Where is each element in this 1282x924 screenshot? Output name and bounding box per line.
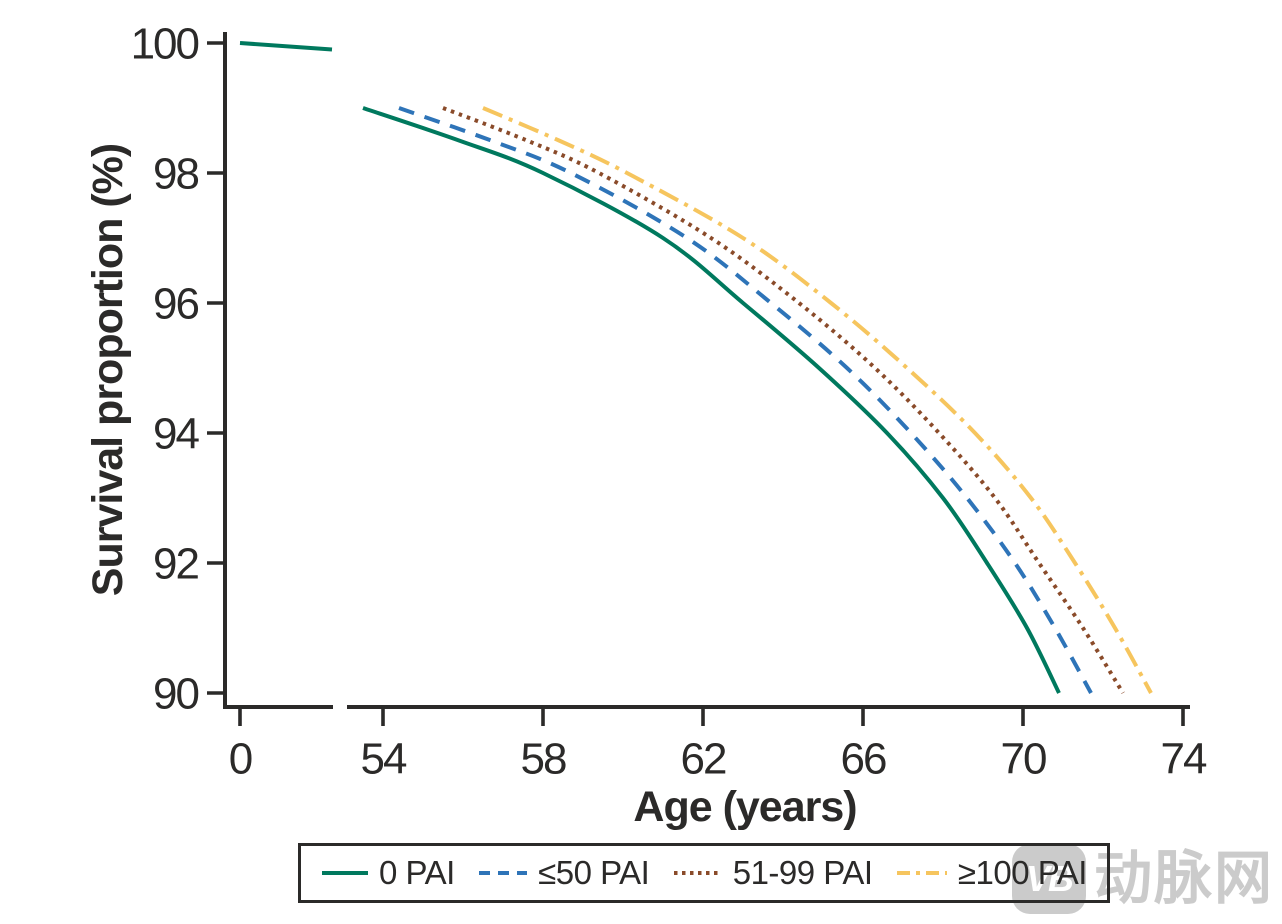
legend-item-le50-pai: ≤50 PAI — [478, 854, 650, 892]
legend-box: 0 PAI ≤50 PAI 51-99 PAI ≥100 PAI — [298, 843, 1110, 903]
curve-series-2 — [442, 106, 1125, 695]
legend-label: ≤50 PAI — [538, 854, 650, 891]
curve-series-0 — [239, 41, 333, 52]
x-tick-label: 0 — [229, 734, 252, 783]
legend-item-0-pai: 0 PAI — [321, 854, 455, 892]
survival-curves — [239, 41, 1153, 695]
curve-series-0 — [362, 106, 1061, 694]
legend-swatch-0-pai-icon — [322, 871, 368, 875]
x-tick-label: 54 — [361, 734, 407, 783]
watermark-text: 动脉网 — [1094, 846, 1275, 911]
legend-swatch-ge100-pai-icon — [896, 871, 947, 875]
x-tick-label: 58 — [521, 734, 566, 783]
x-tick-label: 62 — [681, 734, 726, 783]
legend-label: 0 PAI — [379, 854, 455, 891]
y-tick-label: 96 — [153, 279, 198, 328]
y-tick-label: 98 — [153, 149, 198, 198]
legend-item-51-99-pai: 51-99 PAI — [673, 854, 873, 892]
x-axis-title: Age (years) — [633, 783, 856, 831]
x-tick-label: 66 — [841, 734, 886, 783]
x-tick-label: 74 — [1161, 734, 1207, 783]
y-tick-label: 94 — [153, 409, 199, 458]
watermark-logo-text: VB — [1025, 858, 1074, 899]
x-axis: 0 54 58 62 66 70 74 Age (years) — [223, 705, 1209, 831]
y-axis: 100 98 96 94 92 90 Survival proportion (… — [84, 19, 227, 718]
y-axis-title: Survival proportion (%) — [84, 144, 132, 596]
legend-swatch-51-99-pai-icon — [673, 871, 722, 875]
y-tick-label: 92 — [153, 539, 198, 588]
legend-item-ge100-pai: ≥100 PAI — [896, 854, 1087, 892]
legend-label: ≥100 PAI — [957, 854, 1088, 891]
legend-label: 51-99 PAI — [732, 854, 873, 891]
legend-swatch-le50-pai-icon — [479, 871, 528, 875]
curve-series-3 — [482, 106, 1153, 694]
y-tick-label: 100 — [131, 19, 199, 68]
y-tick-label: 90 — [153, 669, 198, 718]
x-tick-label: 70 — [1001, 734, 1046, 783]
curve-series-1 — [398, 106, 1093, 694]
